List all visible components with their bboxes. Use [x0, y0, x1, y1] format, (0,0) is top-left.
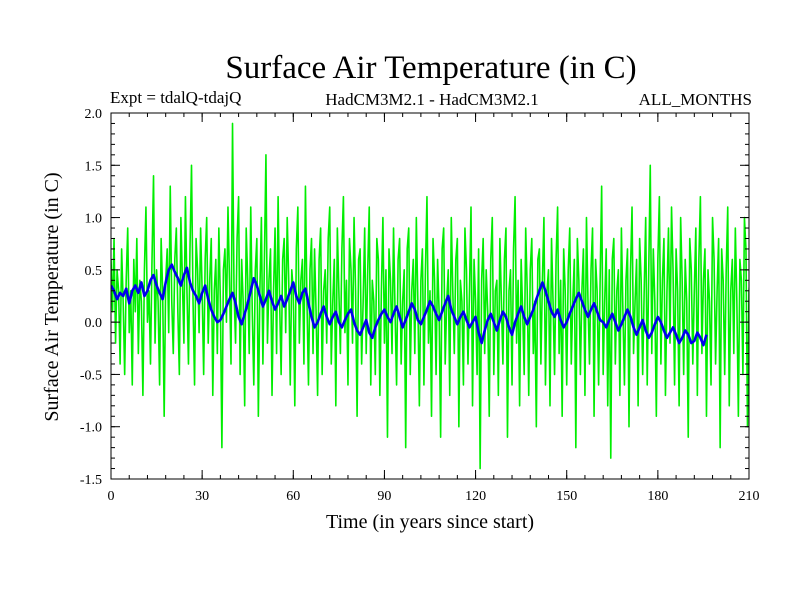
x-tick-label: 120: [465, 489, 486, 504]
y-tick-label: 1.0: [85, 212, 103, 227]
series-line-monthly: [111, 122, 749, 470]
series-layer: [111, 122, 749, 470]
y-tick-label: 0.0: [85, 316, 103, 331]
y-tick-label: -0.5: [80, 368, 102, 383]
experiment-label: Expt = tdalQ-tdajQ: [110, 88, 241, 107]
y-tick-label: -1.0: [80, 421, 102, 436]
x-tick-label: 60: [286, 489, 300, 504]
y-tick-label: 0.5: [85, 264, 103, 279]
model-label: HadCM3M2.1 - HadCM3M2.1: [325, 90, 538, 109]
series-line-smoothed: [111, 263, 708, 347]
x-tick-label: 150: [556, 489, 577, 504]
x-tick-label: 210: [739, 489, 760, 504]
y-tick-label: 2.0: [85, 107, 103, 122]
x-axis-label: Time (in years since start): [326, 511, 534, 533]
y-tick-label: 1.5: [85, 159, 103, 174]
x-tick-label: 180: [647, 489, 668, 504]
axes-layer: 0 30 60 90 120 150 180 210 -1.5 -1.0 -0.5 0.0 0.5 1.0…: [80, 107, 760, 504]
x-tick-label: 0: [108, 489, 115, 504]
y-tick-label: -1.5: [80, 473, 102, 488]
plot-frame: [110, 112, 750, 480]
x-tick-label: 30: [195, 489, 209, 504]
period-label: ALL_MONTHS: [639, 90, 752, 109]
x-tick-label: 90: [377, 489, 391, 504]
y-axis-label: Surface Air Temperature (in C): [41, 172, 63, 421]
chart-title: Surface Air Temperature (in C): [225, 50, 636, 86]
